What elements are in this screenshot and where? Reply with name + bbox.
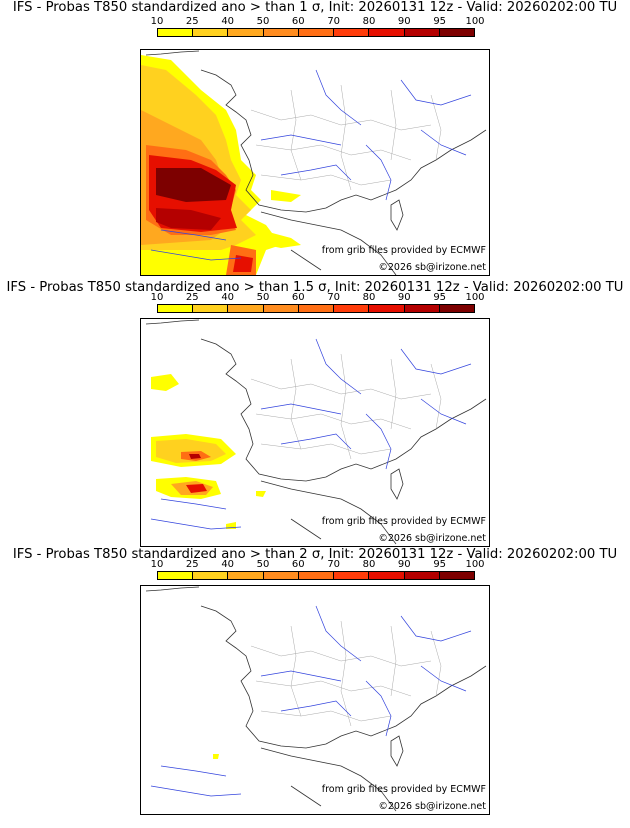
scale-label: 60 bbox=[291, 559, 305, 570]
scale-swatch bbox=[369, 29, 405, 36]
scale-swatch bbox=[334, 29, 370, 36]
scale-bar bbox=[157, 571, 475, 580]
rivers bbox=[150, 338, 472, 530]
scale-swatch bbox=[298, 305, 335, 312]
scale-label: 50 bbox=[256, 16, 270, 27]
probability-map: from grib files provided by ECMWF ©2026 … bbox=[140, 585, 490, 815]
scale-swatch bbox=[263, 572, 299, 579]
scale-label: 60 bbox=[291, 16, 305, 27]
scale-label: 80 bbox=[362, 292, 376, 303]
admin-boundaries bbox=[250, 84, 442, 191]
map-canvas bbox=[145, 319, 487, 545]
scale-bar bbox=[157, 28, 475, 37]
scale-label: 10 bbox=[150, 559, 164, 570]
scale-swatch bbox=[298, 29, 335, 36]
scale-label: 100 bbox=[465, 292, 485, 303]
scale-label: 10 bbox=[150, 16, 164, 27]
scale-label: 70 bbox=[327, 292, 341, 303]
map-canvas bbox=[141, 50, 487, 275]
probability-color-scale: 10 25 40 50 60 70 80 90 95 100 bbox=[151, 292, 485, 318]
scale-label: 60 bbox=[291, 292, 305, 303]
probability-field bbox=[213, 754, 219, 759]
rivers bbox=[150, 69, 472, 261]
scale-swatch bbox=[193, 305, 229, 312]
probability-map: from grib files provided by ECMWF ©2026 … bbox=[140, 49, 490, 276]
scale-swatch bbox=[263, 305, 299, 312]
scale-label: 100 bbox=[465, 559, 485, 570]
copyright-credit: ©2026 sb@irizone.net bbox=[378, 801, 486, 812]
scale-label: 70 bbox=[327, 16, 341, 27]
scale-swatch bbox=[193, 572, 229, 579]
data-source-credit: from grib files provided by ECMWF bbox=[321, 784, 486, 795]
scale-label: 50 bbox=[256, 292, 270, 303]
scale-label: 100 bbox=[465, 16, 485, 27]
coastlines bbox=[145, 586, 487, 812]
probability-field bbox=[141, 55, 301, 275]
probability-map: from grib files provided by ECMWF ©2026 … bbox=[140, 318, 490, 547]
copyright-credit: ©2026 sb@irizone.net bbox=[378, 262, 486, 273]
scale-label: 25 bbox=[185, 292, 199, 303]
scale-swatch bbox=[263, 29, 299, 36]
panel-title: IFS - Probas T850 standardized ano > tha… bbox=[12, 0, 618, 15]
scale-swatch bbox=[158, 572, 194, 579]
scale-label: 50 bbox=[256, 559, 270, 570]
scale-label: 95 bbox=[433, 16, 447, 27]
scale-label: 95 bbox=[433, 559, 447, 570]
data-source-credit: from grib files provided by ECMWF bbox=[321, 516, 486, 527]
scale-swatch bbox=[439, 305, 474, 312]
scale-label: 40 bbox=[221, 292, 235, 303]
panel-1-sigma: IFS - Probas T850 standardized ano > tha… bbox=[0, 0, 630, 276]
scale-swatch bbox=[158, 29, 194, 36]
coastlines bbox=[145, 50, 487, 275]
scale-label: 95 bbox=[433, 292, 447, 303]
scale-swatch bbox=[334, 305, 370, 312]
scale-label: 40 bbox=[221, 16, 235, 27]
probability-color-scale: 10 25 40 50 60 70 80 90 95 100 bbox=[151, 16, 485, 42]
scale-swatch bbox=[404, 29, 440, 36]
rivers bbox=[150, 605, 472, 797]
scale-swatch bbox=[228, 572, 264, 579]
scale-bar bbox=[157, 304, 475, 313]
map-canvas bbox=[145, 586, 487, 812]
scale-swatch bbox=[369, 305, 405, 312]
scale-label: 25 bbox=[185, 559, 199, 570]
scale-swatch bbox=[404, 572, 440, 579]
admin-boundaries bbox=[250, 620, 442, 727]
scale-swatch bbox=[369, 572, 405, 579]
probability-color-scale: 10 25 40 50 60 70 80 90 95 100 bbox=[151, 559, 485, 585]
scale-label: 70 bbox=[327, 559, 341, 570]
data-source-credit: from grib files provided by ECMWF bbox=[321, 245, 486, 256]
coastlines bbox=[145, 319, 487, 545]
scale-label: 90 bbox=[397, 292, 411, 303]
panel-1-5-sigma: IFS - Probas T850 standardized ano > tha… bbox=[0, 276, 630, 552]
scale-swatch bbox=[193, 29, 229, 36]
scale-label: 90 bbox=[397, 16, 411, 27]
admin-boundaries bbox=[250, 353, 442, 460]
scale-swatch bbox=[334, 572, 370, 579]
scale-label: 40 bbox=[221, 559, 235, 570]
panel-title: IFS - Probas T850 standardized ano > tha… bbox=[12, 547, 618, 562]
scale-label: 10 bbox=[150, 292, 164, 303]
panel-2-sigma: IFS - Probas T850 standardized ano > tha… bbox=[0, 547, 630, 828]
probability-field bbox=[151, 374, 266, 529]
scale-swatch bbox=[158, 305, 194, 312]
scale-label: 80 bbox=[362, 16, 376, 27]
copyright-credit: ©2026 sb@irizone.net bbox=[378, 533, 486, 544]
scale-swatch bbox=[228, 29, 264, 36]
scale-swatch bbox=[439, 572, 474, 579]
panel-title: IFS - Probas T850 standardized ano > tha… bbox=[6, 280, 624, 295]
scale-swatch bbox=[298, 572, 335, 579]
scale-swatch bbox=[228, 305, 264, 312]
scale-label: 25 bbox=[185, 16, 199, 27]
scale-swatch bbox=[439, 29, 474, 36]
scale-label: 90 bbox=[397, 559, 411, 570]
scale-label: 80 bbox=[362, 559, 376, 570]
scale-swatch bbox=[404, 305, 440, 312]
